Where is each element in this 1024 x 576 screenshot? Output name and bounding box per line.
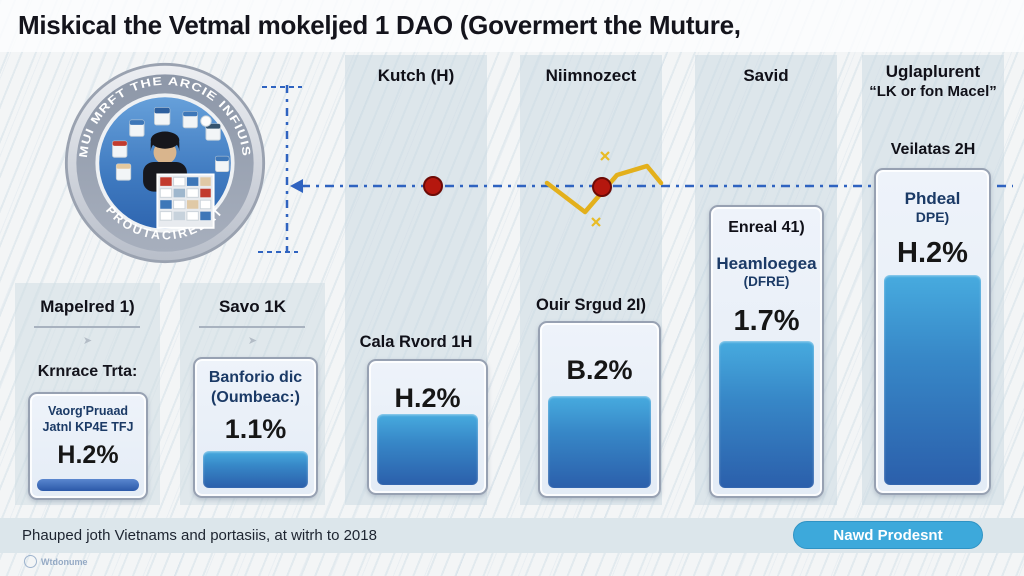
stat-card-cala: H.2% bbox=[367, 359, 488, 495]
progress-bar bbox=[37, 479, 139, 491]
stat-card-line1: Banforio dic bbox=[208, 369, 303, 386]
panel-subtitle-mapelred: Krnrace Trta: bbox=[37, 363, 138, 380]
divider bbox=[199, 326, 305, 328]
cursor-arrow-icon: ➤ bbox=[247, 335, 258, 347]
stat-card-enreal: Enreal 41) Heamloegea (DFRE) 1.7% bbox=[709, 205, 824, 498]
logo-text: Wtdonume bbox=[41, 556, 88, 567]
stat-card-savo: Banforio dic (Oumbeac:) 1.1% bbox=[193, 357, 318, 498]
value-bar bbox=[884, 275, 981, 485]
column-header-line1: Uglaplurent bbox=[885, 62, 981, 81]
stat-card-title: Enreal 41) bbox=[728, 219, 805, 236]
emblem-seal: MUI MRFT THE ARCIE INFIUIS PROUTACIREDAT bbox=[64, 62, 266, 264]
cursor-arrow-icon: ➤ bbox=[82, 335, 93, 347]
page-title: Miskical the Vetmal mokeljed 1 DAO (Gove… bbox=[18, 10, 741, 40]
value-bar bbox=[719, 341, 814, 488]
collage-graphic bbox=[156, 173, 215, 229]
value-bar bbox=[548, 396, 651, 488]
stat-value: H.2% bbox=[394, 383, 461, 413]
logo-ring-icon bbox=[24, 555, 37, 568]
stat-card-ouir: B.2% bbox=[538, 321, 661, 498]
stat-value: 1.7% bbox=[733, 305, 800, 338]
value-bar bbox=[203, 451, 308, 488]
stat-value: 1.1% bbox=[224, 414, 287, 444]
column-header-line2: “LK or fon Macel” bbox=[869, 83, 997, 100]
stat-card-line2: Jatnl KP4E TFJ bbox=[42, 419, 134, 434]
value-bar bbox=[377, 414, 478, 485]
stat-card-line1: Vaorg'Pruaad bbox=[47, 404, 129, 418]
title-band bbox=[0, 0, 1024, 52]
footer-logo: Wtdonume bbox=[24, 555, 88, 568]
stat-card-phdeal: Phdeal DPE) H.2% bbox=[874, 168, 991, 495]
footer-action-button[interactable]: Nawd Prodesnt bbox=[793, 521, 983, 549]
column-header-uglaplurent: Uglaplurent “LK or fon Macel” bbox=[862, 62, 1004, 100]
product-icons bbox=[112, 107, 230, 181]
column-header-kutch: Kutch (H) bbox=[377, 66, 455, 85]
stat-card-line1: Phdeal bbox=[904, 189, 961, 208]
column-header-savid: Savid bbox=[743, 66, 789, 85]
stat-card-line1: Heamloegea bbox=[716, 254, 817, 273]
panel-title-ouir: Ouir Srgud 2I) bbox=[535, 296, 646, 314]
panel-title-cala: Cala Rvord 1H bbox=[359, 333, 473, 351]
panel-title-mapelred: Mapelred 1) bbox=[40, 297, 135, 316]
column-subheader-veilatas: Veilatas 2H bbox=[890, 141, 976, 158]
stat-card-line2: (Oumbeac:) bbox=[211, 389, 300, 406]
stat-card-line2: DPE) bbox=[915, 209, 950, 226]
panel-title-savo: Savo 1K bbox=[218, 297, 287, 316]
stat-card-mapelred: Vaorg'Pruaad Jatnl KP4E TFJ H.2% bbox=[28, 392, 148, 500]
column-header-niimnozect: Niimnozect bbox=[545, 66, 637, 85]
stat-value: H.2% bbox=[897, 236, 968, 269]
stat-value: B.2% bbox=[566, 355, 633, 385]
stat-card-line2: (DFRE) bbox=[743, 274, 790, 290]
footer-note: Phauped joth Vietnams and portasiis, at … bbox=[22, 527, 377, 544]
stat-value: H.2% bbox=[57, 441, 119, 470]
divider bbox=[34, 326, 140, 328]
arrow-left-icon bbox=[290, 179, 303, 193]
